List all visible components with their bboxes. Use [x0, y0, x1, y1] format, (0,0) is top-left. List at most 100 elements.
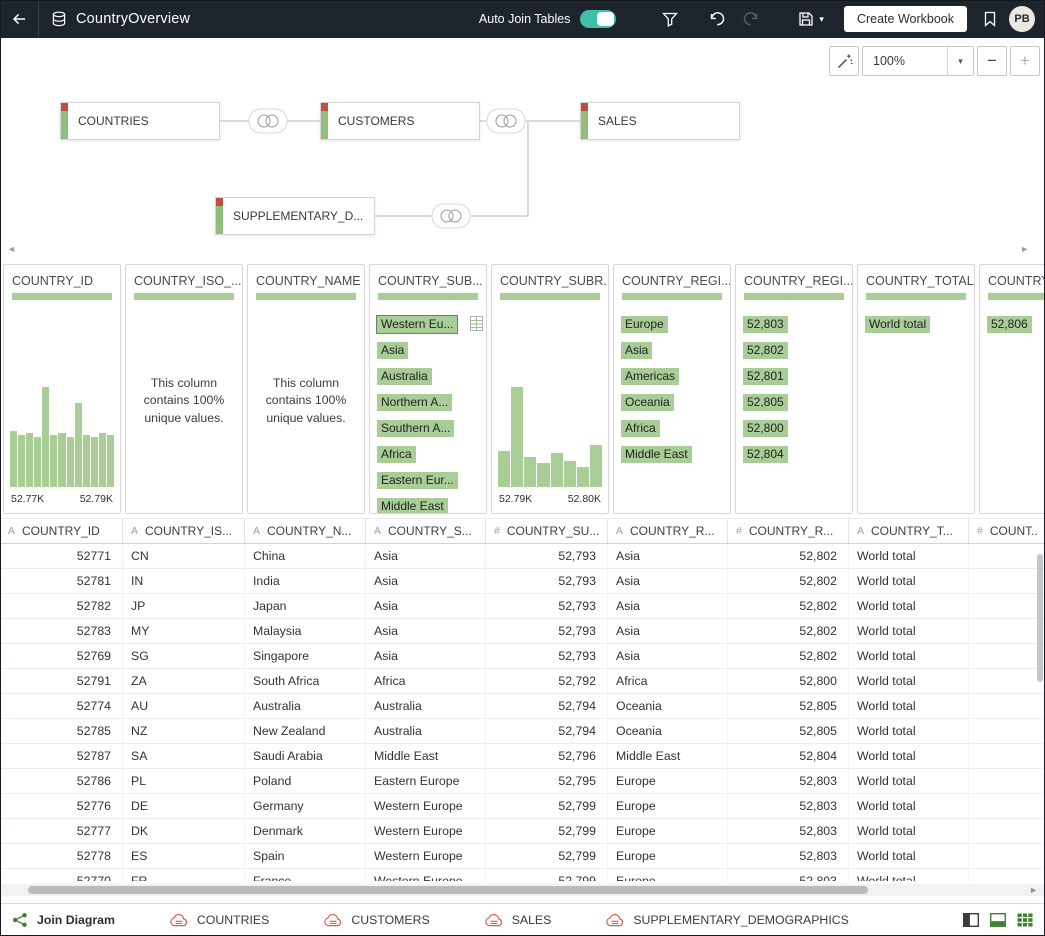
save-menu-button[interactable]: ▾	[798, 11, 824, 27]
diagram-scroll-right-icon[interactable]: ►	[1020, 244, 1029, 254]
value-chip[interactable]: World total	[865, 316, 931, 333]
zoom-in-button[interactable]: +	[1010, 46, 1040, 76]
table-row[interactable]: 52770 FR France Western Europe 52,799 Europe 5…	[0, 869, 1045, 881]
profile-card-country-regi-5[interactable]: COUNTRY_REGI... Europe Asia Americas Oceania…	[613, 264, 731, 514]
value-chip[interactable]: Middle East	[621, 446, 692, 463]
value-chip[interactable]: Southern A...	[377, 420, 455, 437]
column-header-label: COUNTRY_S...	[388, 524, 472, 538]
vertical-scrollbar[interactable]	[1037, 548, 1044, 878]
value-chip[interactable]: Australia	[377, 368, 432, 385]
table-row[interactable]: 52783 MY Malaysia Asia 52,793 Asia 52,802 World…	[0, 619, 1045, 644]
join-diagram-canvas[interactable]: COUNTRIES CUSTOMERS SALES SUPPLEMENTARY_D..…	[0, 38, 1045, 262]
profile-card-country-regi-6[interactable]: COUNTRY_REGI... 52,803 52,802 52,801 52,805 5…	[735, 264, 853, 514]
profile-card-country-total-7[interactable]: COUNTRY_TOTAL World total	[857, 264, 975, 514]
value-chip[interactable]: Africa	[621, 420, 660, 437]
table-cell: PL	[122, 769, 244, 793]
left-panel-view-button[interactable]	[963, 913, 979, 927]
table-row[interactable]: 52781 IN India Asia 52,793 Asia 52,802 World to…	[0, 569, 1045, 594]
join-icon-countries-customers[interactable]	[248, 108, 288, 134]
table-row[interactable]: 52785 NZ New Zealand Australia 52,794 Oceania…	[0, 719, 1045, 744]
value-chip[interactable]: Middle East	[377, 498, 448, 513]
join-icon-supplementary-demographics-customers[interactable]	[431, 203, 471, 229]
value-chip[interactable]: 52,802	[743, 342, 788, 359]
value-chip[interactable]: Eastern Eur...	[377, 472, 458, 489]
vertical-scrollbar-thumb[interactable]	[1037, 554, 1043, 682]
value-chip[interactable]: Africa	[377, 446, 416, 463]
profile-card-country-id-0[interactable]: COUNTRY_ID 52.77K 52.79K	[3, 264, 121, 514]
column-header-country-is-1[interactable]: A COUNTRY_IS...	[122, 519, 244, 543]
profile-card-country-name-2[interactable]: COUNTRY_NAME This column contains 100% un…	[247, 264, 365, 514]
profile-card-country-8[interactable]: COUNTRY 52,806	[979, 264, 1045, 514]
undo-button[interactable]	[708, 11, 726, 27]
horizontal-scrollbar[interactable]: ►	[0, 884, 1045, 896]
value-chip-row: Australia	[377, 368, 480, 390]
diagram-node-countries[interactable]: COUNTRIES	[60, 102, 220, 140]
value-chip[interactable]: 52,801	[743, 368, 788, 385]
zoom-level-dropdown[interactable]: 100% ▾	[862, 46, 974, 76]
value-chip-row: Africa	[377, 446, 480, 468]
value-chip[interactable]: Asia	[621, 342, 653, 359]
zoom-out-button[interactable]: −	[977, 46, 1007, 76]
table-row[interactable]: 52786 PL Poland Eastern Europe 52,795 Europe 5…	[0, 769, 1045, 794]
profile-card-country-subr-4[interactable]: COUNTRY_SUBR... 52.79K 52.80K	[491, 264, 609, 514]
auto-join-toggle[interactable]	[580, 10, 617, 28]
table-row[interactable]: 52776 DE Germany Western Europe 52,799 Europe…	[0, 794, 1045, 819]
value-chip[interactable]: Oceania	[621, 394, 674, 411]
tab-join-diagram[interactable]: Join Diagram	[12, 912, 115, 928]
value-chip[interactable]: Northern A...	[377, 394, 453, 411]
profile-card-country-iso-1[interactable]: COUNTRY_ISO_... This column contains 100%…	[125, 264, 243, 514]
bookmark-button[interactable]	[983, 11, 997, 27]
value-chip[interactable]: Europe	[621, 316, 668, 333]
column-header-country-su-4[interactable]: # COUNTRY_SU...	[485, 519, 607, 543]
filter-button[interactable]	[662, 12, 679, 27]
user-avatar[interactable]: PB	[1009, 6, 1035, 32]
table-cell: Europe	[607, 769, 727, 793]
value-chip[interactable]: 52,800	[743, 420, 788, 437]
value-chip[interactable]: 52,803	[743, 316, 788, 333]
column-header-country-s-3[interactable]: A COUNTRY_S...	[365, 519, 485, 543]
diagram-node-supplementary-d[interactable]: SUPPLEMENTARY_D...	[215, 197, 375, 235]
redo-button[interactable]	[742, 11, 760, 27]
table-row[interactable]: 52787 SA Saudi Arabia Middle East 52,796 Midd…	[0, 744, 1045, 769]
dataset-tab-countries[interactable]: COUNTRIES	[169, 913, 269, 928]
value-chip[interactable]: Western Eu...	[375, 315, 459, 334]
profile-card-accent-bar	[744, 293, 844, 300]
value-chip[interactable]: 52,806	[987, 316, 1032, 333]
diagram-node-customers[interactable]: CUSTOMERS	[320, 102, 480, 140]
column-header-country-r-6[interactable]: # COUNTRY_R...	[727, 519, 848, 543]
profile-card-country-sub-3[interactable]: COUNTRY_SUB... Western Eu... Asia Australia…	[369, 264, 487, 514]
horizontal-scrollbar-thumb[interactable]	[28, 886, 868, 894]
column-header-country-id-0[interactable]: A COUNTRY_ID	[0, 519, 122, 543]
table-cell: 52786	[76, 774, 111, 788]
column-header-country-r-5[interactable]: A COUNTRY_R...	[607, 519, 727, 543]
table-row[interactable]: 52782 JP Japan Asia 52,793 Asia 52,802 World to…	[0, 594, 1045, 619]
join-icon-customers-sales[interactable]	[486, 108, 526, 134]
table-cell: Germany	[244, 794, 365, 818]
dataset-tab-supplementary-demographics[interactable]: SUPPLEMENTARY_DEMOGRAPHICS	[605, 913, 849, 928]
table-row[interactable]: 52777 DK Denmark Western Europe 52,799 Europe…	[0, 819, 1045, 844]
value-detail-grid-icon[interactable]	[470, 316, 483, 331]
create-workbook-button[interactable]: Create Workbook	[843, 6, 967, 32]
diagram-scroll-left-icon[interactable]: ◄	[7, 244, 16, 254]
auto-layout-wand-button[interactable]	[829, 46, 859, 76]
table-row[interactable]: 52774 AU Australia Australia 52,794 Oceania 52…	[0, 694, 1045, 719]
value-chip[interactable]: Asia	[377, 342, 409, 359]
dataset-tab-sales[interactable]: SALES	[484, 913, 551, 928]
value-chip[interactable]: 52,804	[743, 446, 788, 463]
bottom-panel-view-button[interactable]	[990, 913, 1006, 927]
grid-view-button[interactable]	[1017, 913, 1033, 927]
table-row[interactable]: 52778 ES Spain Western Europe 52,799 Europe 52…	[0, 844, 1045, 869]
diagram-node-sales[interactable]: SALES	[580, 102, 740, 140]
value-chip[interactable]: Americas	[621, 368, 680, 385]
table-row[interactable]: 52769 SG Singapore Asia 52,793 Asia 52,802 Worl…	[0, 644, 1045, 669]
dataset-tab-customers[interactable]: CUSTOMERS	[323, 913, 430, 928]
column-header-country-t-7[interactable]: A COUNTRY_T...	[848, 519, 968, 543]
table-body[interactable]: 52771 CN China Asia 52,793 Asia 52,802 World to…	[0, 544, 1045, 881]
scroll-right-icon[interactable]: ►	[1029, 885, 1038, 895]
column-header-count-8[interactable]: # COUNT...	[968, 519, 1045, 543]
back-button[interactable]	[0, 0, 39, 38]
table-row[interactable]: 52771 CN China Asia 52,793 Asia 52,802 World to…	[0, 544, 1045, 569]
column-header-country-n-2[interactable]: A COUNTRY_N...	[244, 519, 365, 543]
table-row[interactable]: 52791 ZA South Africa Africa 52,792 Africa 52,…	[0, 669, 1045, 694]
value-chip[interactable]: 52,805	[743, 394, 788, 411]
